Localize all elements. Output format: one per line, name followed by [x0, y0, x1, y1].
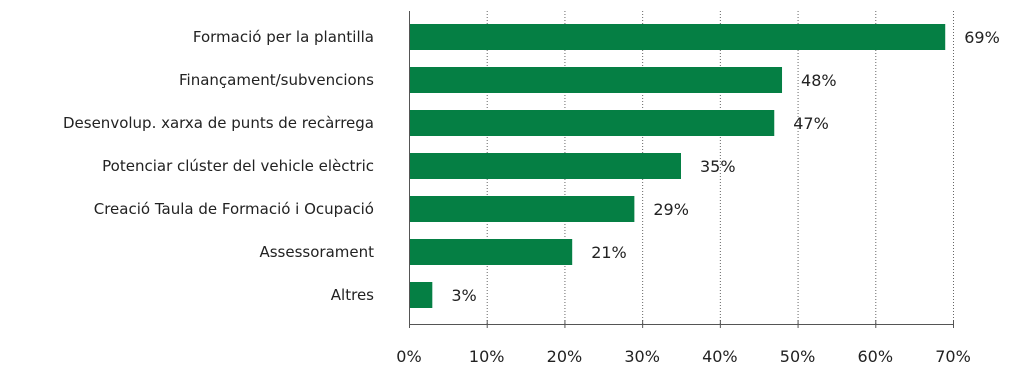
value-label: 35%: [700, 157, 736, 176]
category-label: Altres: [331, 286, 374, 304]
x-tick-label: 40%: [702, 347, 738, 366]
bar: [409, 239, 573, 265]
bars: [409, 24, 946, 308]
category-labels: Formació per la plantilla Finançament/sub…: [63, 28, 374, 304]
value-label: 47%: [793, 114, 829, 133]
value-label: 29%: [653, 200, 689, 219]
x-tick-label: 10%: [469, 347, 505, 366]
x-tick-label: 0%: [396, 347, 421, 366]
x-tick-label: 70%: [935, 347, 971, 366]
bar: [409, 153, 681, 179]
axes: [409, 11, 954, 328]
bar: [409, 196, 635, 222]
value-labels: 69% 48% 47% 35% 29% 21% 3%: [451, 28, 999, 305]
category-label: Desenvolup. xarxa de punts de recàrrega: [63, 114, 374, 132]
bar: [409, 24, 946, 50]
x-tick-label: 20%: [547, 347, 583, 366]
bar: [409, 67, 783, 93]
value-label: 21%: [591, 243, 627, 262]
value-label: 3%: [451, 286, 476, 305]
value-label: 48%: [801, 71, 837, 90]
category-label: Potenciar clúster del vehicle elèctric: [102, 157, 374, 175]
x-tick-labels: 0% 10% 20% 30% 40% 50% 60% 70%: [396, 347, 970, 366]
bar: [409, 282, 433, 308]
category-label: Formació per la plantilla: [193, 28, 374, 46]
category-label: Assessorament: [259, 243, 374, 261]
category-label: Creació Taula de Formació i Ocupació: [94, 200, 374, 218]
category-label: Finançament/subvencions: [179, 71, 374, 89]
x-tick-label: 30%: [624, 347, 660, 366]
value-label: 69%: [964, 28, 1000, 47]
x-tick-label: 60%: [858, 347, 894, 366]
x-tick-label: 50%: [780, 347, 816, 366]
bar: [409, 110, 775, 136]
